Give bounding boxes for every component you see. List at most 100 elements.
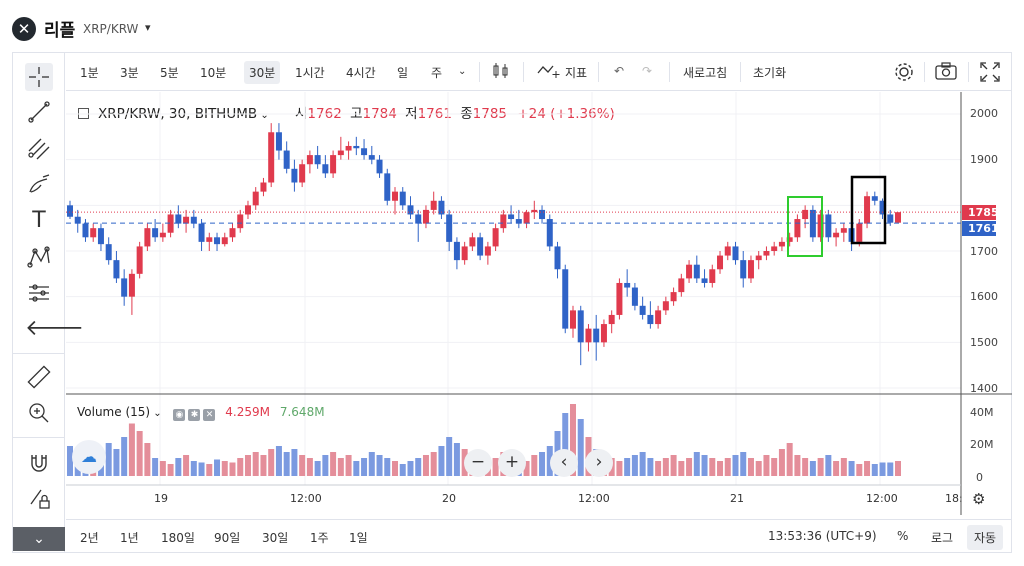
zoom-out-button[interactable]: − xyxy=(464,449,492,477)
time-axis-label: 18: xyxy=(945,492,963,505)
fib-lines-icon[interactable] xyxy=(25,135,53,163)
symbol-title[interactable]: XRP/KRW, 30, BITHUMB xyxy=(98,106,258,122)
divider xyxy=(924,62,925,82)
open-value: 1762 xyxy=(307,106,342,122)
range-1w[interactable]: 1주 xyxy=(310,531,329,545)
zoom-in-icon[interactable] xyxy=(25,399,53,427)
crosshair-icon[interactable] xyxy=(25,63,53,91)
interval-4h[interactable]: 4시간 xyxy=(346,66,376,80)
gear-icon[interactable]: ✱ xyxy=(188,409,201,421)
scroll-right-button[interactable]: › xyxy=(585,449,613,477)
zoom-in-button[interactable]: + xyxy=(498,449,526,477)
clock[interactable]: 13:53:36 (UTC+9) xyxy=(768,529,877,543)
undo-icon[interactable]: ↶ xyxy=(614,64,625,78)
gear-icon[interactable]: ⚙ xyxy=(972,490,986,508)
price-axis-label: 2000 xyxy=(970,107,998,120)
last-price-tag: 1785 xyxy=(962,205,999,220)
open-label: 시 xyxy=(295,106,308,122)
percent-toggle[interactable]: % xyxy=(897,529,909,543)
low-value: 1761 xyxy=(417,106,452,122)
volume-axis-label: 0 xyxy=(976,471,983,484)
interval-1m[interactable]: 1분 xyxy=(80,66,99,80)
range-30d[interactable]: 30일 xyxy=(262,531,289,545)
drawing-toolbar: T 🡐 ⌄ xyxy=(13,53,84,552)
time-axis-label: 20 xyxy=(442,492,456,505)
lock-draw-icon[interactable] xyxy=(25,484,53,512)
app-header: ✕ 리플 XRP/KRW ▾ xyxy=(0,0,1024,52)
range-2y[interactable]: 2년 xyxy=(80,531,99,545)
brush-icon[interactable] xyxy=(25,171,53,199)
chevron-down-icon[interactable]: ⌄ xyxy=(458,66,467,77)
range-90d[interactable]: 90일 xyxy=(214,531,241,545)
chart-frame xyxy=(12,52,1012,553)
divider xyxy=(523,62,524,82)
pattern-icon[interactable] xyxy=(25,243,53,271)
close-icon[interactable]: ✕ xyxy=(203,409,216,421)
divider xyxy=(740,62,741,82)
redo-icon[interactable]: ↷ xyxy=(642,64,653,78)
interval-day[interactable]: 일 xyxy=(397,66,409,80)
interval-30m[interactable]: 30분 xyxy=(244,61,281,84)
high-value: 1784 xyxy=(362,106,397,122)
price-axis-label: 1500 xyxy=(970,336,998,349)
divider xyxy=(13,437,65,438)
ruler-icon[interactable] xyxy=(25,363,53,391)
price-axis-label: 1600 xyxy=(970,290,998,303)
bottom-bar: 2년 1년 180일 90일 30일 1주 1일 13:53:36 (UTC+9… xyxy=(66,519,1012,552)
indicator-button[interactable]: 지표 xyxy=(565,66,588,80)
log-toggle[interactable]: 로그 xyxy=(931,531,954,545)
ref-price-tag: 1761 xyxy=(962,221,999,236)
chevron-down-icon[interactable]: ▾ xyxy=(145,21,151,34)
chevron-down-icon[interactable]: ⌄ xyxy=(150,408,162,419)
divider xyxy=(968,62,969,82)
divider xyxy=(669,62,670,82)
high-label: 고 xyxy=(350,106,363,122)
volume-legend: Volume (15) ⌄ ◉ ✱ ✕ 4.259M 7.648M xyxy=(77,405,325,421)
interval-week[interactable]: 주 xyxy=(431,66,443,80)
change-value: +24 (+1.36%) xyxy=(517,106,615,122)
interval-10m[interactable]: 10분 xyxy=(200,66,227,80)
prediction-icon[interactable] xyxy=(25,279,53,307)
candle-type-icon[interactable] xyxy=(492,61,510,84)
range-1d[interactable]: 1일 xyxy=(349,531,368,545)
indicator-icon[interactable] xyxy=(537,63,561,82)
cloud-icon[interactable]: ☁ xyxy=(72,440,106,474)
divider xyxy=(13,353,65,354)
xrp-logo-icon: ✕ xyxy=(12,17,36,41)
volume-title[interactable]: Volume (15) xyxy=(77,405,151,419)
close-value: 1785 xyxy=(472,106,508,122)
pair-label[interactable]: XRP/KRW xyxy=(83,22,139,36)
fullscreen-icon[interactable] xyxy=(980,62,1000,85)
magnet-icon[interactable] xyxy=(25,449,53,477)
volume-axis-label: 40M xyxy=(970,406,994,419)
time-axis-label: 21 xyxy=(730,492,744,505)
price-axis-label: 1900 xyxy=(970,153,998,166)
interval-3m[interactable]: 3분 xyxy=(120,66,139,80)
price-info: XRP/KRW, 30, BITHUMB ⌄ 시1762 고1784 저1761… xyxy=(78,102,615,122)
eye-icon[interactable]: ◉ xyxy=(173,409,186,421)
chart-toolbar: 1분 3분 5분 10분 30분 1시간 4시간 일 주 ⌄ 지표 ↶ ↷ 새로… xyxy=(66,53,1012,91)
low-label: 저 xyxy=(405,106,418,122)
text-tool-icon[interactable]: T xyxy=(32,208,46,233)
coin-name: 리플 xyxy=(44,21,76,41)
range-1y[interactable]: 1년 xyxy=(120,531,139,545)
close-label: 종 xyxy=(460,106,473,122)
arrow-left-icon[interactable]: 🡐 xyxy=(25,316,84,341)
chevron-down-icon[interactable]: ⌄ xyxy=(13,527,65,551)
divider xyxy=(479,62,480,82)
auto-toggle[interactable]: 자동 xyxy=(967,525,1004,550)
scroll-left-button[interactable]: ‹ xyxy=(550,449,578,477)
chevron-down-icon[interactable]: ⌄ xyxy=(257,110,269,121)
time-axis-label: 12:00 xyxy=(578,492,610,505)
reset-button[interactable]: 초기화 xyxy=(753,66,787,80)
volume-axis-label: 20M xyxy=(970,438,994,451)
interval-5m[interactable]: 5분 xyxy=(160,66,179,80)
gear-icon[interactable] xyxy=(893,61,915,86)
trend-line-icon[interactable] xyxy=(25,98,53,126)
time-axis-label: 12:00 xyxy=(866,492,898,505)
refresh-button[interactable]: 새로고침 xyxy=(683,66,728,80)
range-180d[interactable]: 180일 xyxy=(161,531,195,545)
collapse-icon[interactable] xyxy=(78,108,89,119)
interval-1h[interactable]: 1시간 xyxy=(295,66,325,80)
camera-icon[interactable] xyxy=(935,62,957,83)
